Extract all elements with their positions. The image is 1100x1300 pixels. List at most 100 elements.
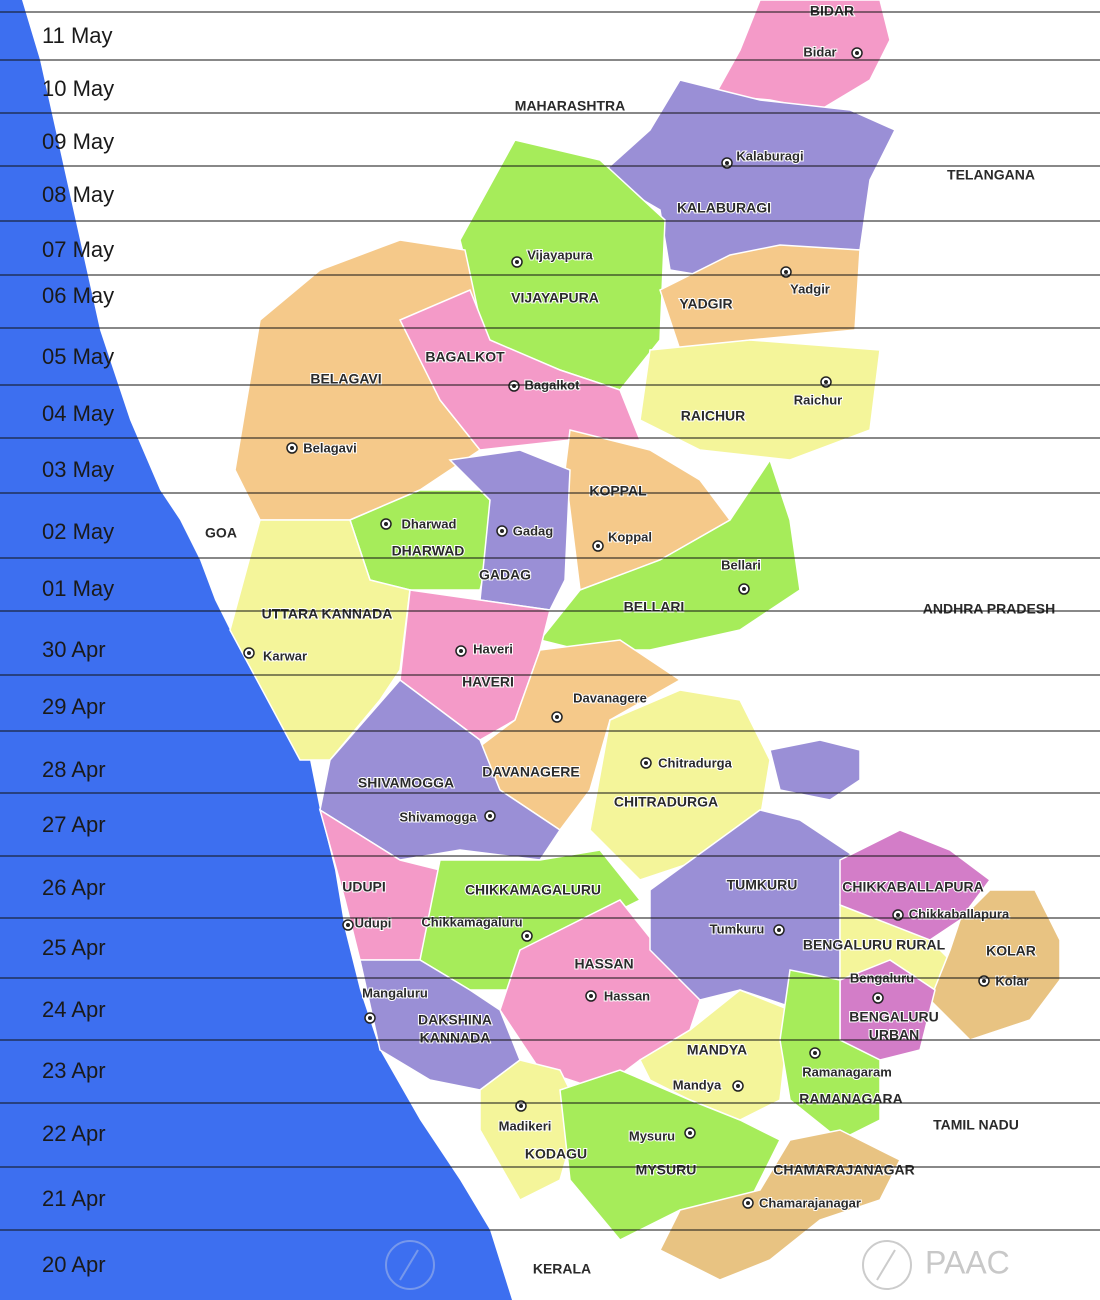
city-marker-dot <box>459 649 463 653</box>
district-label: KOLAR <box>986 943 1036 959</box>
date-label: 21 Apr <box>42 1186 106 1211</box>
district-label: TUMKURU <box>727 877 798 893</box>
city-marker-dot <box>855 51 859 55</box>
district-area <box>448 449 571 611</box>
city-label: Raichur <box>794 392 842 407</box>
watermark: PAAC <box>925 1244 1010 1280</box>
district-label: BENGALURU RURAL <box>803 937 946 953</box>
labels: BIDAR KALABURAGI VIJAYAPURA YADGIR RAICHUR BE… <box>204 2 1056 1278</box>
city-label: Chikkaballapura <box>909 906 1010 921</box>
district-label: CHIKKABALLAPURA <box>842 879 984 895</box>
district-label: KANNADA <box>420 1030 491 1046</box>
date-label: 06 May <box>42 283 114 308</box>
city-marker-dot <box>525 934 529 938</box>
city-label: Kolar <box>995 973 1028 988</box>
city-label: Yadgir <box>790 281 830 296</box>
district-label: KALABURAGI <box>677 200 771 216</box>
district-area <box>559 1069 782 1241</box>
date-label: 25 Apr <box>42 935 106 960</box>
city-marker-dot <box>290 446 294 450</box>
district-label: UDUPI <box>342 879 386 895</box>
district-label: UTTARA KANNADA <box>262 606 393 622</box>
city-label: Chikkamagaluru <box>421 914 522 929</box>
city-label: Koppal <box>608 529 652 544</box>
city-marker-dot <box>368 1016 372 1020</box>
district-area <box>779 969 881 1141</box>
district-label: CHIKKAMAGALURU <box>465 882 601 898</box>
district-area <box>473 639 682 832</box>
city-marker-dot <box>500 529 504 533</box>
state-label: ANDHRA PRADESH <box>923 601 1056 617</box>
city-label: Haveri <box>473 641 513 656</box>
sea <box>0 0 512 1300</box>
city-marker-dot <box>384 522 388 526</box>
district-area <box>639 989 791 1121</box>
logo <box>385 1240 435 1290</box>
date-label: 03 May <box>42 457 114 482</box>
district-label: YADGIR <box>679 296 732 312</box>
date-label: 09 May <box>42 129 114 154</box>
date-label: 27 Apr <box>42 812 106 837</box>
district-label: BIDAR <box>810 3 854 19</box>
district-label: SHIVAMOGGA <box>358 775 454 791</box>
state-label: TELANGANA <box>947 167 1035 183</box>
district-area <box>929 889 1061 1041</box>
date-label: 22 Apr <box>42 1121 106 1146</box>
city-label: Mysuru <box>629 1128 675 1143</box>
city-label: Tumkuru <box>710 921 765 936</box>
city-marker-dot <box>725 161 729 165</box>
city-marker-dot <box>742 587 746 591</box>
date-label: 10 May <box>42 76 114 101</box>
district-label: MYSURU <box>636 1162 697 1178</box>
city-marker-dot <box>555 715 559 719</box>
date-label: 01 May <box>42 576 114 601</box>
district-label: CHITRADURGA <box>614 794 718 810</box>
district-label: BENGALURU <box>849 1009 938 1025</box>
city-label: Bellari <box>721 557 761 572</box>
date-label: 07 May <box>42 237 114 262</box>
date-label: 28 Apr <box>42 757 106 782</box>
state-label: GOA <box>205 525 237 541</box>
city-marker-dot <box>813 1051 817 1055</box>
district-area <box>769 739 861 801</box>
city-marker-dot <box>346 923 350 927</box>
date-grid: 11 May 10 May 09 May 08 May 07 May 06 May 05 M… <box>0 11 1100 1277</box>
city-label: Chitradurga <box>658 755 732 770</box>
date-label: 08 May <box>42 182 114 207</box>
city-marker-dot <box>596 544 600 548</box>
district-label: BAGALKOT <box>425 349 505 365</box>
city-marker-dot <box>688 1131 692 1135</box>
district-label: DHARWAD <box>392 543 465 559</box>
district-label: KOPPAL <box>589 483 647 499</box>
city-label: Dharwad <box>402 516 457 531</box>
city-marker-dot <box>876 996 880 1000</box>
date-label: 30 Apr <box>42 637 106 662</box>
district-label: URBAN <box>869 1027 920 1043</box>
district-label: MANDYA <box>687 1042 747 1058</box>
date-label: 05 May <box>42 344 114 369</box>
city-marker-dot <box>488 814 492 818</box>
city-label: Shivamogga <box>399 809 477 824</box>
city-label: Belagavi <box>303 440 356 455</box>
city-label: Davanagere <box>573 690 647 705</box>
district-label: HAVERI <box>462 674 514 690</box>
date-label: 24 Apr <box>42 997 106 1022</box>
city-marker-dot <box>515 260 519 264</box>
state-label: KERALA <box>533 1261 591 1277</box>
city-label: Udupi <box>355 915 392 930</box>
city-label: Madikeri <box>499 1118 552 1133</box>
district-label: KODAGU <box>525 1146 587 1162</box>
city-marker-dot <box>896 913 900 917</box>
city-label: Kalaburagi <box>736 148 803 163</box>
district-label: RAMANAGARA <box>799 1091 902 1107</box>
date-label: 04 May <box>42 401 114 426</box>
city-label: Karwar <box>263 648 307 663</box>
district-label: DAVANAGERE <box>482 764 580 780</box>
city-marker-dot <box>644 761 648 765</box>
city-marker-dot <box>777 928 781 932</box>
city-label: Mangaluru <box>362 985 428 1000</box>
city-marker-dot <box>982 979 986 983</box>
date-label: 02 May <box>42 519 114 544</box>
district-area <box>398 289 642 451</box>
